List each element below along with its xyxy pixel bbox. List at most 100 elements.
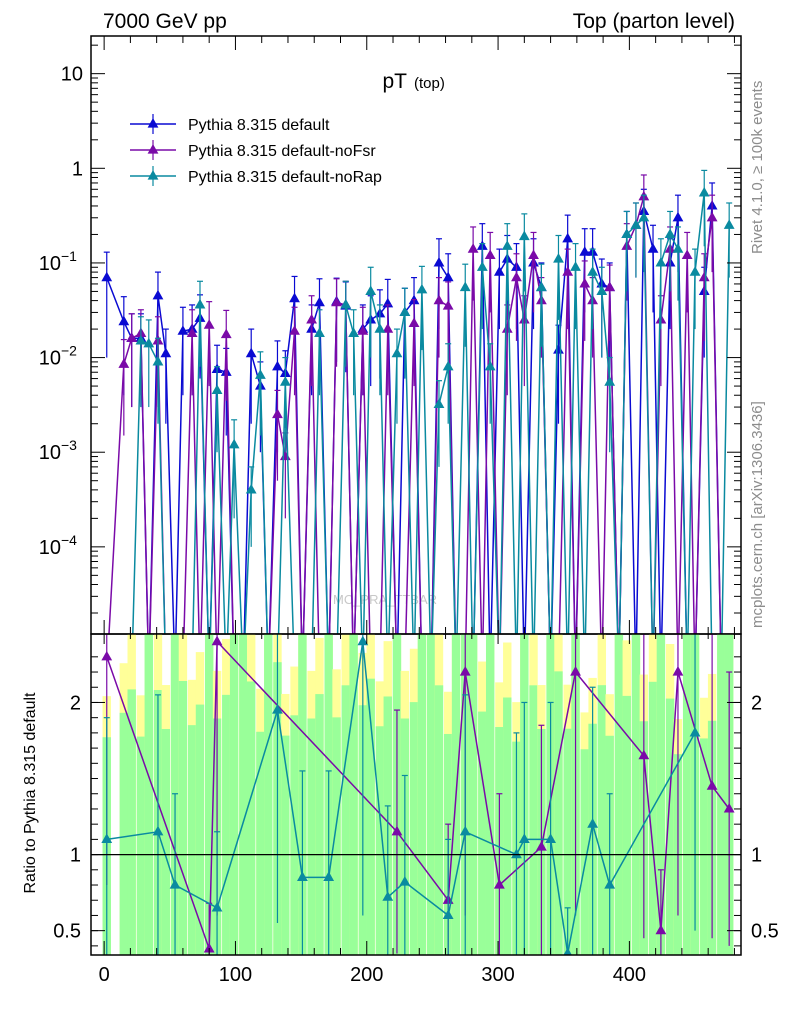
- y-tick-label: 10: [39, 253, 61, 275]
- y-tick-label: 10: [39, 442, 61, 464]
- data-point: [579, 277, 591, 288]
- ratio-point: [203, 942, 215, 953]
- data-point: [118, 358, 130, 368]
- ratio-point: [604, 879, 616, 889]
- data-point: [562, 232, 574, 243]
- ratio-point: [211, 635, 223, 646]
- ratio-point: [655, 924, 667, 935]
- data-point: [289, 325, 300, 335]
- ratio-point: [272, 704, 283, 714]
- ratio-point: [706, 780, 718, 790]
- ratio-point: [399, 875, 411, 886]
- data-point: [553, 344, 564, 354]
- ratio-point: [169, 879, 181, 889]
- uncertainty-band-inner: [144, 634, 153, 955]
- ratio-point: [382, 891, 394, 901]
- ratio-axes: 0.5 0.5 1 1 2 2 0 100 200 300 400: [53, 634, 779, 986]
- data-point: [672, 211, 684, 222]
- ratio-data-layer: [101, 634, 735, 955]
- data-point: [203, 319, 215, 329]
- ratio-y-tick-label: 2: [70, 692, 81, 714]
- uncertainty-band-inner: [229, 634, 239, 955]
- y-tick-label-exponent: −4: [61, 532, 77, 548]
- ratio-point: [563, 947, 572, 955]
- data-point: [177, 325, 189, 335]
- uncertainty-band-inner: [622, 695, 631, 955]
- ratio-y-tick-label-right: 1: [751, 845, 762, 867]
- ratio-point: [638, 749, 650, 760]
- data-point: [314, 296, 325, 307]
- uncertainty-band-inner: [563, 728, 572, 955]
- y-tick-label: 10: [61, 64, 83, 86]
- data-point: [442, 360, 454, 371]
- ratio-point: [459, 825, 471, 836]
- y-tick-label-exponent: −3: [61, 437, 77, 453]
- uncertainty-band-inner: [366, 678, 375, 955]
- data-point: [245, 347, 257, 358]
- uncertainty-band-inner: [332, 717, 341, 955]
- data-point: [681, 249, 693, 260]
- x-tick-label: 0: [99, 964, 110, 986]
- data-point: [689, 266, 701, 276]
- data-point: [467, 243, 479, 253]
- uncertainty-band-inner: [503, 697, 512, 955]
- data-point: [331, 296, 342, 307]
- uncertainty-band-inner: [409, 702, 419, 955]
- uncertainty-band-inner: [187, 725, 197, 955]
- data-point: [562, 266, 574, 276]
- legend-label-default: Pythia 8.315 default: [188, 117, 330, 134]
- data-point: [391, 347, 403, 358]
- uncertainty-band-inner: [290, 715, 299, 955]
- ratio-point: [723, 802, 735, 813]
- data-point: [382, 323, 394, 333]
- data-point: [408, 317, 420, 327]
- ratio-point: [391, 825, 403, 836]
- data-point: [228, 438, 240, 449]
- x-tick-label: 400: [613, 964, 646, 986]
- data-point: [348, 327, 360, 338]
- ratio-point: [357, 635, 369, 646]
- data-point: [518, 230, 530, 241]
- ratio-point: [536, 840, 547, 851]
- header-left: 7000 GeV pp: [103, 10, 227, 33]
- uncertainty-band-inner: [417, 634, 427, 955]
- data-point: [706, 211, 718, 222]
- data-point: [433, 256, 445, 267]
- uncertainty-band-inner: [468, 634, 478, 955]
- data-point: [553, 253, 564, 263]
- y-tick-label: 10: [39, 348, 61, 370]
- data-point: [314, 327, 325, 338]
- data-point: [528, 249, 539, 260]
- uncertainty-band-inner: [256, 731, 265, 955]
- ratio-point: [101, 650, 113, 661]
- data-point: [152, 289, 164, 300]
- ratio-y-tick-label: 0.5: [53, 921, 81, 943]
- data-point: [621, 228, 633, 239]
- data-point: [433, 294, 445, 305]
- uncertainty-band-inner: [614, 634, 624, 955]
- ratio-point: [570, 666, 581, 676]
- ratio-line-noFsr: [106, 639, 730, 950]
- uncertainty-band-inner: [136, 736, 146, 955]
- data-point: [672, 243, 684, 253]
- ratio-point: [211, 901, 223, 912]
- ratio-point: [152, 825, 164, 836]
- data-point: [501, 240, 513, 250]
- analysis-watermark: MC_PRA_TTBAR: [333, 592, 437, 607]
- data-point: [536, 281, 547, 292]
- ratio-point: [518, 833, 530, 843]
- uncertainty-band-inner: [195, 704, 205, 955]
- side-label-mcplots: mcplots.cern.ch [arXiv:1306.3436]: [749, 401, 766, 628]
- x-tick-label: 200: [350, 964, 383, 986]
- data-point: [664, 228, 676, 239]
- legend-marker-noFsr: [147, 144, 159, 154]
- ratio-panel: 0.5 0.5 1 1 2 2 0 100 200 300 400 Ratio to Pythia …: [22, 633, 779, 986]
- ratio-y-tick-label-right: 2: [751, 692, 762, 714]
- data-point: [152, 355, 164, 366]
- legend: Pythia 8.315 default Pythia 8.315 default…: [130, 114, 382, 186]
- data-point: [596, 285, 608, 296]
- data-point: [570, 261, 581, 271]
- uncertainty-band-inner: [529, 685, 538, 955]
- plot-title: pT: [382, 70, 407, 93]
